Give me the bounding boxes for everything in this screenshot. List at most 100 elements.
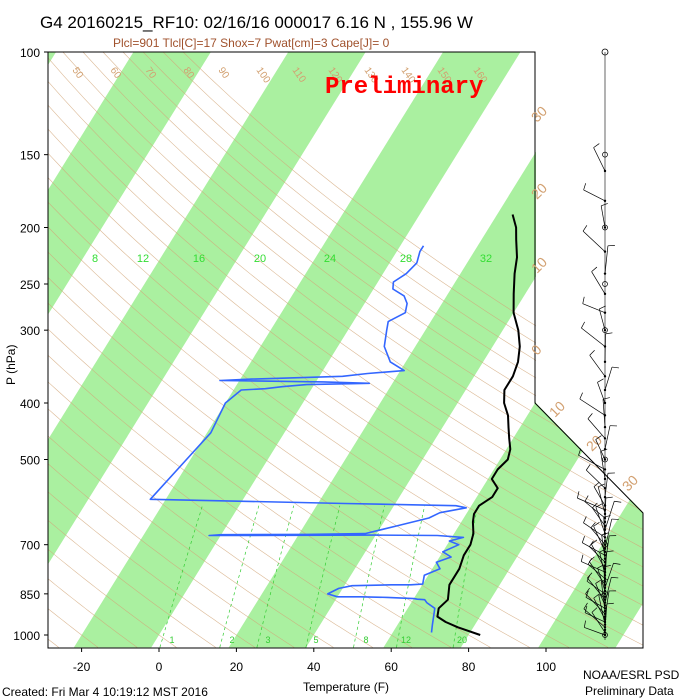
wind-barb [583,516,607,539]
sounding-series [149,214,521,636]
mixing-ratio-label: 20 [254,253,266,265]
mixing-ratio-low-label: 2 [229,635,234,645]
wind-barb [603,366,620,392]
wind-barb [584,495,607,520]
x-tick-label: 80 [462,660,476,674]
x-tick-label: -20 [73,660,91,674]
wind-barb [603,332,613,364]
dry-adiabat-line [48,381,412,648]
dry-adiabat-line [48,302,530,648]
mixing-ratio-label: 16 [193,253,205,265]
wind-barb [603,500,622,531]
chart-subtitle: Plcl=901 Tlcl[C]=17 Shox=7 Pwat[cm]=3 Ca… [113,36,390,50]
dry-adiabat-line [182,52,643,390]
wind-barb [603,535,617,567]
dry-adiabat-line [48,57,643,512]
wind-barb [603,577,619,604]
calm-circle [602,632,608,638]
wind-barb [590,522,607,546]
wind-barb [595,435,607,461]
dry-adiabat-line [102,52,643,459]
y-tick-label: 250 [20,278,40,292]
mixing-ratio-line [452,505,478,648]
wind-barb [582,296,607,314]
y-tick-label: 100 [20,46,40,60]
wind-barb [587,558,607,580]
y-axis-label: P (hPa) [4,345,18,385]
org-label: NOAA/ESRL PSD [583,668,680,682]
isotherm-band [73,52,521,648]
wind-barb [589,350,607,378]
mixing-ratio-low-label: 1 [169,635,174,645]
isotherm-band [48,52,211,315]
y-tick-label: 150 [20,149,40,163]
wind-barb [600,203,608,229]
y-tick-label: 850 [20,588,40,602]
y-tick-label: 300 [20,324,40,338]
x-tick-label: 100 [536,660,556,674]
calm-circle [601,48,609,56]
axes: 100 150 200 250 300 400 500 700 850 1000 -20 0 20 40 6… [13,46,556,674]
dry-adiabat-line [48,226,643,646]
dry-adiabat-line [48,251,609,648]
dry-adiabat-line [162,52,643,407]
dry-adiabat-line [48,578,138,648]
wind-barb [597,378,607,405]
calm-circle [602,456,608,463]
wind-barb [602,397,610,429]
y-tick-label: 500 [20,453,40,467]
dry-adiabat-line [48,408,373,648]
wind-barb [593,593,607,621]
dry-adiabat-line [48,519,216,648]
wind-barb [593,143,607,173]
temperature-profile [436,214,521,636]
y-tick-label: 200 [20,222,40,236]
wind-barb [598,305,607,332]
dry-adiabat-line [82,52,643,476]
dry-adiabat-line [48,152,643,587]
wind-barb [578,448,607,471]
dry-adiabat-line [48,80,643,530]
wind-barbs [577,48,622,640]
dry-adiabat-line [48,128,643,568]
wind-barb [589,540,607,564]
dry-adiabat-line [48,548,177,648]
dry-adiabat-line [48,354,452,648]
wind-barb [603,518,619,550]
x-tick-label: 40 [307,660,321,674]
wind-barb [593,522,607,554]
wind-barb [603,472,615,499]
plot-frame [47,51,644,649]
mixing-ratio-label: 12 [137,253,149,265]
wind-barb [603,245,615,275]
wind-barb [583,620,607,637]
y-tick-label: 700 [20,539,40,553]
wind-barb [586,574,607,596]
wind-barb [579,392,607,417]
x-tick-label: 0 [156,660,163,674]
y-tick-label: 400 [20,397,40,411]
wind-barb [577,491,607,512]
x-axis-label: Temperature (F) [303,680,389,694]
wind-barb [581,535,607,557]
wind-barb [603,425,617,451]
dry-adiabat-line [0,25,19,647]
x-tick-label: 60 [385,660,399,674]
wind-barb [587,413,607,440]
mixing-ratio-low-label: 5 [313,635,318,645]
mixing-ratio-low-label: 12 [401,635,411,645]
dewpoint-profile [149,245,467,633]
isotherm-band [48,52,57,65]
wind-barb [581,321,607,348]
wind-barb [585,587,607,616]
mixing-ratio-label: 28 [400,253,412,265]
barb-column-background [536,52,700,648]
dry-adiabat-line [48,177,643,606]
y-tick-label: 1000 [13,629,40,643]
calm-circle [602,541,608,548]
x-tick-label: 20 [230,660,244,674]
mixing-ratio-label: 8 [92,253,98,265]
isotherm-band [48,52,366,565]
preliminary-data-label: Preliminary Data [585,684,674,698]
